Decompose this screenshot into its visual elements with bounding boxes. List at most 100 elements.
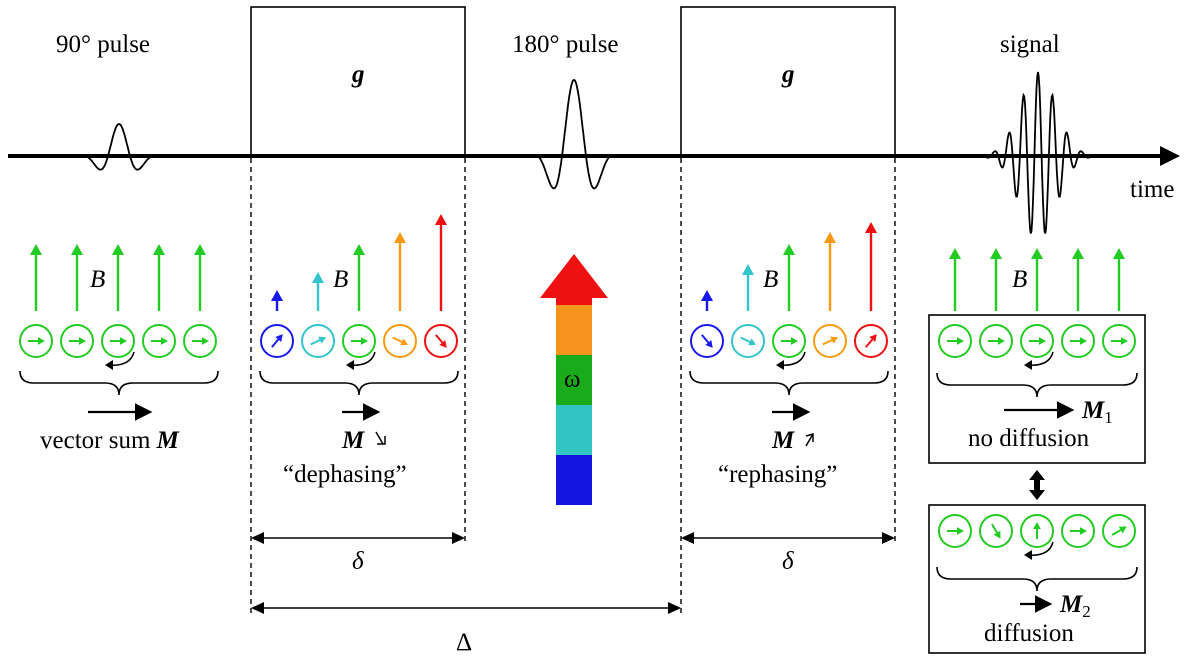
spins-90-pulse-spin-arrow-4-head (202, 337, 209, 345)
spins-90-pulse-spin-circle-4 (183, 324, 217, 358)
spins-rephasing-spin-arrow-0-head (705, 340, 713, 348)
field-label-1: B (90, 266, 105, 293)
spins-diffusion-spin-arrow-4-shaft (1111, 529, 1122, 536)
dephasing-down-arrow-icon (375, 431, 386, 445)
pulse-90-waveform (85, 123, 153, 171)
gradient-pulse-1 (250, 6, 466, 157)
spins-90-pulse-spin-arrow-0-head (38, 337, 45, 345)
m1-subscript: 1 (1104, 408, 1113, 427)
spins-dephasing-spin-arrow-3-shaft (392, 336, 403, 343)
spins-no-diffusion-spin-arrow-2-head (1039, 337, 1046, 345)
spins-dephasing-spin-arrow-1-shaft (310, 339, 321, 346)
pulse-180-waveform (537, 79, 611, 190)
spins-90-pulse-rotation-curl-head (105, 360, 113, 370)
spins-rephasing-spin-arrow-3-shaft (822, 339, 833, 346)
spins-dephasing-field-arrow-4-head (434, 214, 448, 225)
spins-90-pulse-field-arrow-4-head (193, 244, 207, 255)
no-diffusion-box (928, 314, 1146, 464)
echo-signal-waveform (980, 71, 1096, 234)
m2-text: M (1059, 591, 1083, 618)
spins-dephasing-spin-arrow-1-head (318, 336, 327, 344)
spins-diffusion-rotation-curl-head (1024, 550, 1032, 560)
spins-90-pulse-brace (19, 370, 219, 396)
spins-no-diffusion-field-arrow-2-head (1030, 248, 1044, 259)
spins-90-pulse (19, 244, 219, 396)
signal-label: signal (1000, 31, 1060, 58)
pulse-90-label: 90° pulse (56, 31, 150, 58)
spins-dephasing-field-arrow-0-head (270, 290, 284, 301)
spins-dephasing-rotation-curl-head (346, 360, 354, 370)
spins-diffusion-spin-arrow-2-head (1033, 522, 1041, 529)
vector-sum-label: vector sum M (40, 427, 180, 454)
spins-dephasing-spin-arrow-0-shaft (271, 338, 280, 348)
spins-diffusion-spin-arrow-3-head (1080, 527, 1087, 535)
spins-diffusion-spin-circle-1 (979, 514, 1013, 548)
spins-rephasing-spin-arrow-4-head (869, 334, 877, 342)
spins-90-pulse-spin-arrow-2-head (120, 337, 127, 345)
gradient-label-1: g (351, 61, 365, 88)
vector-sum-text: vector sum (40, 427, 157, 454)
spins-90-pulse-field-arrow-1-head (70, 244, 84, 255)
spins-diffusion-spin-arrow-1-shaft (991, 523, 998, 534)
delta-small-label-1: δ (352, 548, 364, 575)
spins-diffusion-spin-circle-0 (938, 514, 972, 548)
m2-subscript: 2 (1082, 602, 1091, 621)
spins-dephasing-spin-arrow-2-head (361, 337, 368, 345)
spins-rephasing-spin-arrow-1-head (748, 338, 757, 346)
field-label-4: B (1012, 266, 1027, 293)
pulse-180-label: 180° pulse (512, 31, 619, 58)
spins-no-diffusion-brace (936, 372, 1138, 398)
dephasing-label: “dephasing” (283, 461, 407, 488)
spins-diffusion-spin-circle-2 (1020, 514, 1054, 548)
spin-groups (19, 214, 1138, 592)
m2-label: M2 (1059, 591, 1091, 621)
spins-rephasing-spin-arrow-1-shaft (740, 336, 751, 343)
delta-big-label: Δ (456, 629, 472, 656)
spins-dephasing-spin-arrow-4-head (439, 340, 447, 348)
m1-text: M (1081, 397, 1105, 424)
spins-no-diffusion-spin-arrow-4-head (1121, 337, 1128, 345)
spins-dephasing-field-arrow-2-head (352, 244, 366, 255)
spins-no-diffusion-spin-circle-2 (1020, 324, 1054, 358)
no-diffusion-label: no diffusion (968, 425, 1090, 452)
spins-diffusion-spin-circle-4 (1102, 514, 1136, 548)
gradient-pulse-2 (680, 6, 896, 157)
delta-small-markers (251, 532, 895, 544)
spins-dephasing-spin-circle-2 (342, 324, 376, 358)
spins-no-diffusion-field-arrow-3-head (1071, 248, 1085, 259)
spins-diffusion-spin-circle-3 (1061, 514, 1095, 548)
spins-dephasing (259, 214, 459, 396)
spins-no-diffusion-rotation-curl-head (1024, 360, 1032, 370)
spins-90-pulse-spin-circle-0 (19, 324, 53, 358)
spins-diffusion-spin-arrow-4-head (1118, 526, 1127, 534)
spins-rephasing-spin-arrow-0-shaft (701, 334, 710, 344)
spins-rephasing-spin-arrow-2-head (791, 337, 798, 345)
spins-90-pulse-spin-circle-3 (142, 324, 176, 358)
time-label: time (1130, 176, 1174, 203)
spins-no-diffusion-spin-arrow-3-head (1080, 337, 1087, 345)
m1-label: M1 (1081, 397, 1113, 427)
spins-rephasing-rotation-curl-head (776, 360, 784, 370)
compare-double-arrow-icon (1029, 470, 1045, 500)
spins-rephasing-spin-circle-3 (813, 324, 847, 358)
spins-rephasing-field-arrow-1-head (741, 264, 755, 275)
spins-90-pulse-spin-arrow-3-head (161, 337, 168, 345)
spins-rephasing-field-arrow-3-head (823, 232, 837, 243)
time-axis (8, 146, 1180, 166)
spins-90-pulse-field-arrow-0-head (29, 244, 43, 255)
spins-dephasing-spin-circle-0 (260, 324, 294, 358)
delta-small-label-2: δ (782, 548, 794, 575)
spins-dephasing-spin-arrow-3-head (400, 338, 409, 346)
diffusion-label: diffusion (984, 620, 1074, 647)
spins-90-pulse-field-arrow-2-head (111, 244, 125, 255)
spins-dephasing-spin-circle-4 (424, 324, 458, 358)
spins-dephasing-field-arrow-3-head (393, 232, 407, 243)
spins-rephasing (689, 222, 889, 396)
spins-no-diffusion-field-arrow-4-head (1112, 248, 1126, 259)
dephasing-m-label: M (341, 427, 365, 454)
spins-diffusion-brace (936, 566, 1138, 592)
spins-no-diffusion-spin-arrow-0-head (957, 337, 964, 345)
dashed-guides (250, 158, 896, 615)
